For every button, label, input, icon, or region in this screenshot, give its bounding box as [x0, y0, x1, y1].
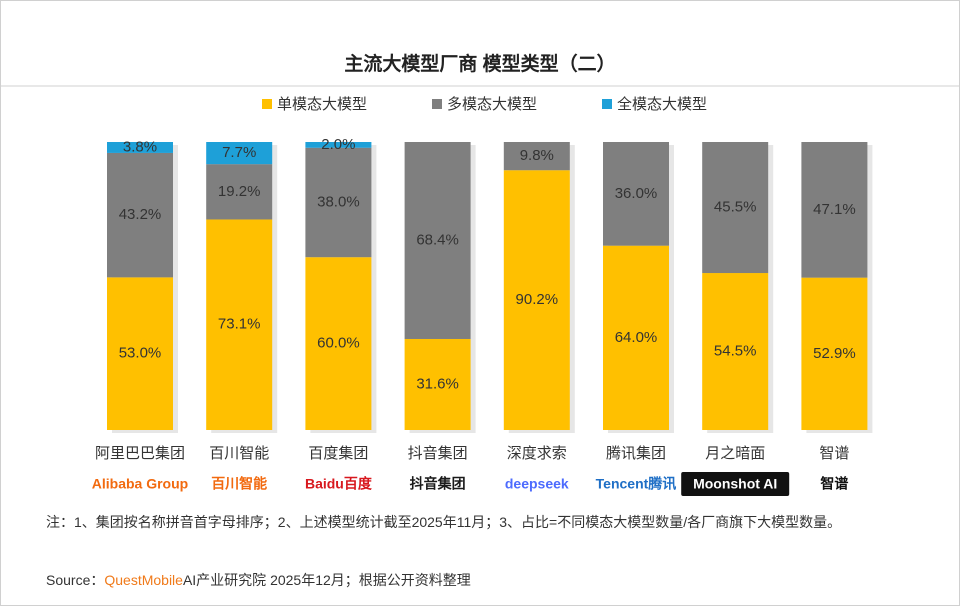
source-brand: QuestMobile	[104, 572, 183, 588]
value-label: 19.2%	[218, 183, 261, 200]
bar-segment	[503, 142, 570, 171]
x-tick-label: 百度集团	[308, 445, 368, 462]
logo-bg	[681, 472, 790, 496]
value-label: 31.6%	[416, 375, 459, 392]
logo: Tencent腾讯	[596, 476, 677, 492]
bar-segment	[305, 257, 372, 430]
legend-swatch	[262, 99, 272, 109]
legend-label: 多模态大模型	[447, 96, 537, 113]
bar-segment	[107, 142, 173, 153]
bar-segment	[206, 142, 273, 165]
legend-swatch	[602, 99, 612, 109]
x-tick-label: 深度求索	[507, 445, 567, 462]
bar-segment	[702, 273, 769, 430]
legend-label: 全模态大模型	[617, 95, 707, 113]
value-label: 54.5%	[714, 342, 757, 359]
bar-segment	[702, 142, 769, 274]
bar-segment	[801, 142, 868, 278]
x-tick-label: 抖音集团	[408, 445, 468, 462]
bar-segment	[305, 142, 372, 148]
logo: 智谱	[819, 476, 848, 492]
logo: Baidu百度	[305, 476, 373, 492]
value-label: 36.0%	[615, 185, 658, 202]
logo: 百川智能	[211, 476, 267, 492]
bar-segment	[603, 245, 669, 430]
bar-segment	[107, 277, 173, 430]
logo: deepseek	[505, 476, 569, 492]
x-tick-label: 月之暗面	[705, 445, 765, 462]
source: Source：QuestMobileAI产业研究院 2025年12月；根据公开资…	[46, 570, 471, 590]
value-label: 52.9%	[813, 345, 856, 362]
logo: Moonshot AI	[693, 476, 777, 492]
value-label: 38.0%	[317, 193, 360, 210]
logo: 抖音集团	[410, 476, 466, 492]
bar-segment	[404, 338, 471, 430]
x-tick-label: 百川智能	[209, 444, 269, 462]
x-tick-label: 阿里巴巴集团	[95, 445, 185, 462]
value-label: 68.4%	[416, 231, 459, 248]
bar-segment	[206, 164, 273, 220]
logo: Alibaba Group	[92, 476, 188, 492]
value-label: 64.0%	[615, 329, 658, 346]
bar-segment	[404, 142, 471, 339]
value-label: 47.1%	[813, 201, 856, 218]
bar-segment	[503, 170, 570, 430]
chart-title: 主流大模型厂商 模型类型（二）	[344, 52, 615, 75]
source-text: AI产业研究院 2025年12月；根据公开资料整理	[182, 572, 471, 588]
bar-segment	[305, 147, 372, 258]
x-tick-label: 智谱	[819, 444, 849, 462]
value-label: 9.8%	[520, 147, 554, 164]
note: 注：1、集团按名称拼音首字母排序；2、上述模型统计截至2025年11月；3、占比…	[46, 514, 842, 530]
value-label: 53.0%	[119, 345, 162, 362]
value-label: 60.0%	[317, 335, 360, 352]
legend-swatch	[432, 99, 442, 109]
value-label: 3.8%	[123, 138, 157, 155]
bar-segment	[603, 142, 669, 246]
source-label: Source：	[46, 572, 105, 588]
value-label: 90.2%	[516, 291, 559, 308]
x-tick-label: 腾讯集团	[606, 445, 666, 462]
value-label: 73.1%	[218, 316, 261, 333]
value-label: 2.0%	[321, 136, 355, 153]
bar-segment	[206, 219, 273, 430]
value-label: 43.2%	[119, 206, 162, 223]
bar-segment	[107, 152, 173, 278]
legend-label: 单模态大模型	[277, 96, 367, 113]
value-label: 7.7%	[222, 144, 256, 161]
bar-segment	[801, 277, 868, 430]
value-label: 45.5%	[714, 198, 757, 215]
